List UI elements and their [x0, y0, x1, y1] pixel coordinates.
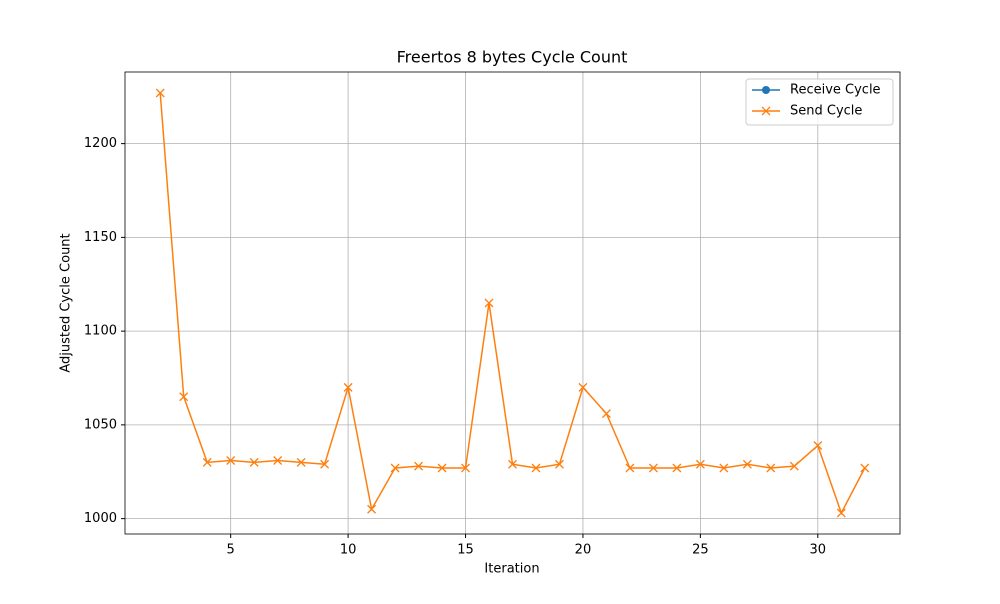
x-tick-label: 5	[227, 543, 235, 558]
y-tick-label: 1050	[84, 417, 117, 432]
marker	[343, 382, 353, 392]
marker	[625, 463, 635, 473]
chart-title: Freertos 8 bytes Cycle Count	[397, 48, 628, 67]
marker	[155, 88, 165, 98]
y-tick-label: 1200	[84, 136, 117, 151]
marker	[296, 457, 306, 467]
marker	[813, 441, 823, 450]
marker	[531, 463, 541, 473]
marker	[273, 456, 283, 465]
marker	[414, 461, 424, 471]
x-tick-label: 30	[810, 543, 827, 558]
marker	[648, 463, 658, 473]
y-tick-label: 1000	[84, 511, 117, 526]
marker	[789, 461, 799, 471]
x-tick-label: 25	[692, 543, 709, 558]
marker	[484, 298, 494, 308]
marker	[578, 382, 588, 392]
marker	[672, 463, 682, 473]
marker	[742, 459, 752, 469]
x-axis-label: Iteration	[484, 562, 539, 577]
marker	[508, 459, 517, 469]
y-tick-label: 1100	[84, 324, 117, 339]
marker	[202, 457, 212, 467]
x-tick-label: 15	[457, 543, 474, 558]
marker	[719, 463, 729, 473]
legend-label: Receive Cycle	[790, 83, 881, 98]
x-tick-label: 10	[340, 543, 357, 558]
marker	[860, 463, 870, 473]
marker	[601, 409, 611, 419]
marker	[390, 463, 400, 473]
marker	[836, 508, 846, 518]
marker	[226, 456, 236, 465]
legend-box	[745, 78, 894, 126]
marker	[461, 463, 470, 473]
y-tick-label: 1150	[84, 230, 117, 245]
marker	[320, 459, 330, 469]
legend-label: Send Cycle	[790, 104, 862, 119]
y-axis-label: Adjusted Cycle Count	[59, 233, 74, 372]
marker	[367, 504, 377, 514]
marker	[437, 463, 447, 473]
legend-marker	[762, 86, 770, 94]
marker	[249, 457, 259, 467]
marker	[766, 463, 776, 473]
marker	[555, 459, 564, 469]
legend-marker	[761, 106, 771, 116]
plot-frame	[124, 71, 901, 535]
x-tick-label: 20	[575, 543, 592, 558]
legend: Receive Cycle Send Cycle	[745, 78, 894, 126]
marker	[695, 459, 705, 469]
marker	[179, 392, 189, 402]
